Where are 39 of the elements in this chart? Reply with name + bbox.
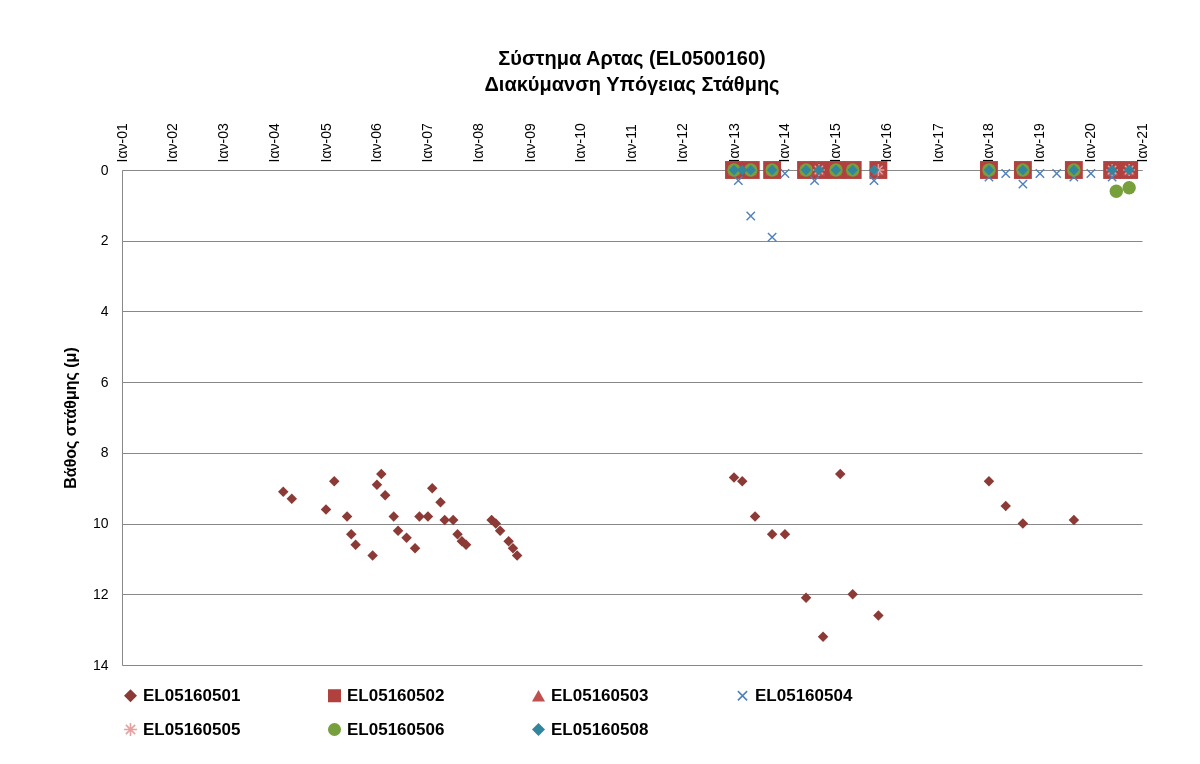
x-tick-label: Ιαν-16 <box>878 123 895 163</box>
x-tick-label: Ιαν-10 <box>572 123 589 163</box>
x-tick-label: Ιαν-05 <box>317 123 334 163</box>
x-tick-label: Ιαν-06 <box>368 123 385 163</box>
x-tick-label: Ιαν-02 <box>164 123 181 163</box>
legend-label: EL05160501 <box>143 685 241 705</box>
x-tick-label: Ιαν-13 <box>725 123 742 163</box>
y-axis-title: Βάθος στάθμης (μ) <box>61 347 80 489</box>
x-tick-label: Ιαν-20 <box>1082 123 1099 163</box>
x-tick-label: Ιαν-18 <box>980 123 997 163</box>
x-tick-label: Ιαν-14 <box>776 123 793 163</box>
x-tick-label: Ιαν-15 <box>827 123 844 163</box>
x-tick-label: Ιαν-11 <box>623 124 640 163</box>
legend-label: EL05160503 <box>551 685 649 705</box>
x-tick-label: Ιαν-07 <box>419 123 436 163</box>
y-tick-label: 10 <box>92 515 109 532</box>
legend-label: EL05160508 <box>551 719 649 739</box>
y-tick-label: 12 <box>92 585 109 602</box>
x-tick-label: Ιαν-01 <box>113 123 130 163</box>
x-tick-label: Ιαν-09 <box>521 123 538 163</box>
y-tick-label: 4 <box>100 302 109 319</box>
x-tick-label: Ιαν-08 <box>470 123 487 163</box>
chart-title: Σύστημα Αρτας (EL0500160) <box>498 46 766 69</box>
legend-label: EL05160505 <box>143 719 241 739</box>
y-tick-label: 14 <box>92 656 109 673</box>
x-tick-label: Ιαν-17 <box>929 123 946 163</box>
y-tick-label: 0 <box>100 161 109 178</box>
x-tick-label: Ιαν-04 <box>266 123 283 163</box>
x-tick-label: Ιαν-12 <box>674 123 691 163</box>
y-tick-label: 6 <box>100 373 109 390</box>
x-tick-label: Ιαν-03 <box>215 123 232 163</box>
y-tick-label: 8 <box>100 444 109 461</box>
chart-subtitle: Διακύμανση Υπόγειας Στάθμης <box>484 72 780 95</box>
x-tick-label: Ιαν-21 <box>1133 123 1150 163</box>
x-tick-label: Ιαν-19 <box>1031 123 1048 163</box>
legend-label: EL05160504 <box>755 685 853 705</box>
legend-label: EL05160506 <box>347 719 445 739</box>
y-tick-label: 2 <box>100 232 109 249</box>
legend-label: EL05160502 <box>347 685 445 705</box>
